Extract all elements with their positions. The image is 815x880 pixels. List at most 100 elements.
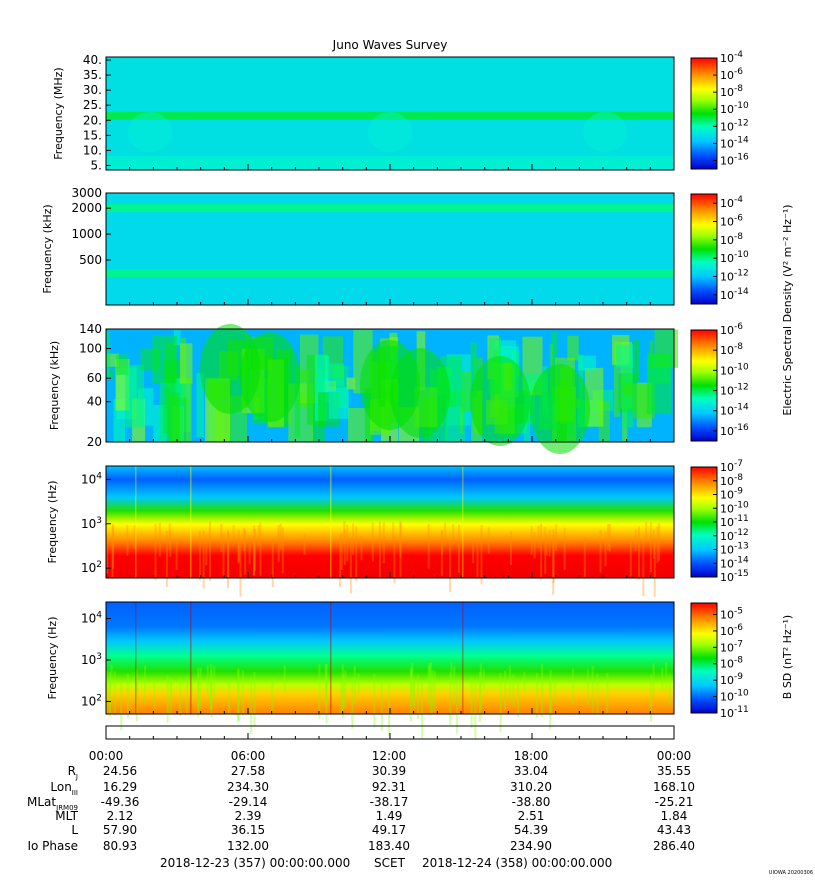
ephemeris-value: 80.93 bbox=[103, 839, 137, 853]
spectral-spike bbox=[517, 680, 520, 718]
colorbar-tick-label: 10-12 bbox=[720, 269, 749, 284]
spectral-spike bbox=[110, 665, 113, 689]
ephemeris-row-label: Io Phase bbox=[27, 839, 78, 853]
spectral-spike bbox=[645, 521, 648, 543]
y-tick-label: 20 bbox=[87, 435, 102, 449]
time-tick-label: 18:00 bbox=[514, 749, 549, 763]
spectral-spike bbox=[441, 529, 444, 555]
emission-patch bbox=[583, 112, 627, 152]
colorbar-tick-label: 10-14 bbox=[720, 135, 749, 150]
impulse-line bbox=[135, 602, 137, 714]
spectral-spike bbox=[325, 677, 328, 699]
ephemeris-value: 27.58 bbox=[231, 764, 265, 778]
spectral-spike bbox=[135, 669, 138, 700]
ephemeris-value: 33.04 bbox=[514, 764, 548, 778]
spectral-spike bbox=[190, 679, 193, 701]
spectral-spike bbox=[120, 681, 123, 731]
spectral-spike bbox=[202, 530, 205, 589]
spectral-spike bbox=[665, 662, 668, 690]
spectral-spike bbox=[512, 674, 515, 708]
spectral-spike bbox=[222, 533, 225, 577]
spectral-spike bbox=[413, 678, 416, 710]
emission-streak bbox=[646, 352, 672, 414]
colorbar-label-esd: Electric Spectral Density (V² m⁻² Hz⁻¹) bbox=[781, 204, 794, 415]
spectral-spike bbox=[303, 533, 306, 555]
spectral-spike bbox=[179, 676, 182, 716]
spectral-spike bbox=[563, 527, 566, 570]
spectral-spike bbox=[586, 669, 589, 705]
y-tick-label: 500 bbox=[79, 253, 102, 267]
y-tick-label: 102 bbox=[81, 694, 102, 709]
emission-band-1-0 bbox=[106, 111, 674, 120]
y-tick-label: 40 bbox=[87, 395, 102, 409]
emission-patch bbox=[530, 364, 590, 454]
spectral-spike bbox=[242, 527, 245, 552]
spectral-spike bbox=[393, 534, 396, 584]
spectral-spike bbox=[213, 665, 216, 702]
spectral-spike bbox=[642, 539, 645, 597]
spectral-spike bbox=[479, 663, 482, 710]
spectral-spike bbox=[608, 523, 611, 552]
spectral-spike bbox=[248, 537, 251, 565]
y-axis-label: Frequency (kHz) bbox=[41, 204, 54, 293]
y-tick-label: 103 bbox=[81, 516, 102, 531]
spectral-spike bbox=[209, 678, 212, 710]
ephemeris-table: 00:00 06:00 12:00 18:00 00:00 RJ 24.56 27.58 30.… bbox=[27, 725, 695, 853]
impulse-line bbox=[330, 602, 332, 714]
spectral-spike bbox=[250, 677, 253, 735]
spectral-spike bbox=[459, 681, 462, 707]
ephemeris-value: 234.90 bbox=[510, 839, 552, 853]
spectral-spike bbox=[277, 524, 280, 563]
spectral-spike bbox=[206, 664, 209, 697]
emission-patch bbox=[470, 356, 530, 446]
ephemeris-value: 36.15 bbox=[231, 823, 265, 837]
spectral-spike bbox=[220, 523, 223, 552]
spectral-spike bbox=[572, 668, 575, 705]
impulse-line bbox=[330, 466, 332, 578]
spectral-spike bbox=[237, 537, 240, 564]
spectral-spike bbox=[478, 671, 481, 723]
ephemeris-value: -38.80 bbox=[512, 795, 551, 809]
colorbar-2 bbox=[690, 193, 718, 305]
colorbar-tick-label: 10-11 bbox=[720, 705, 749, 720]
emission-streak bbox=[460, 371, 472, 411]
emission-streak bbox=[173, 330, 181, 346]
spectral-spike bbox=[279, 523, 282, 550]
time-tick-label: 06:00 bbox=[231, 749, 266, 763]
spectral-spike bbox=[668, 675, 671, 705]
ephemeris-value: 310.20 bbox=[510, 780, 552, 794]
emission-band-2-0 bbox=[106, 204, 674, 213]
ephemeris-value: 54.39 bbox=[514, 823, 548, 837]
spectral-spike bbox=[351, 677, 354, 729]
spectral-spike bbox=[449, 540, 452, 593]
emission-streak bbox=[179, 343, 193, 384]
spectral-spike bbox=[197, 673, 200, 709]
ephemeris-value: 16.29 bbox=[103, 780, 137, 794]
spectral-spike bbox=[480, 525, 483, 585]
colorbar-tick-label: 10-14 bbox=[720, 555, 749, 570]
spectral-spike bbox=[541, 663, 544, 717]
emission-streak bbox=[615, 344, 634, 368]
spectral-spike bbox=[343, 521, 346, 545]
spectral-spike bbox=[596, 673, 599, 713]
ephemeris-value: 2.12 bbox=[107, 809, 134, 823]
spectral-spike bbox=[227, 531, 230, 579]
ephemeris-value: 2.51 bbox=[518, 809, 545, 823]
ephemeris-value: 57.90 bbox=[103, 823, 137, 837]
spectral-spike bbox=[209, 521, 212, 581]
colorbar-tick-label: 10-16 bbox=[720, 423, 749, 438]
spectral-spike bbox=[431, 670, 434, 713]
spectral-spike bbox=[158, 523, 161, 557]
emission-patch bbox=[128, 112, 172, 152]
spectral-spike bbox=[540, 523, 543, 581]
spectral-spike bbox=[409, 669, 412, 722]
spectral-spike bbox=[259, 522, 262, 576]
spectral-spike bbox=[244, 529, 247, 575]
spectral-spike bbox=[241, 670, 244, 716]
ephemeris-row-label: L bbox=[71, 823, 78, 837]
footer-end-time: 2018-12-24 (358) 00:00:00.000 bbox=[422, 856, 612, 870]
ephemeris-value: 132.00 bbox=[227, 839, 269, 853]
emission-streak bbox=[109, 369, 113, 380]
spectral-spike bbox=[510, 531, 513, 566]
